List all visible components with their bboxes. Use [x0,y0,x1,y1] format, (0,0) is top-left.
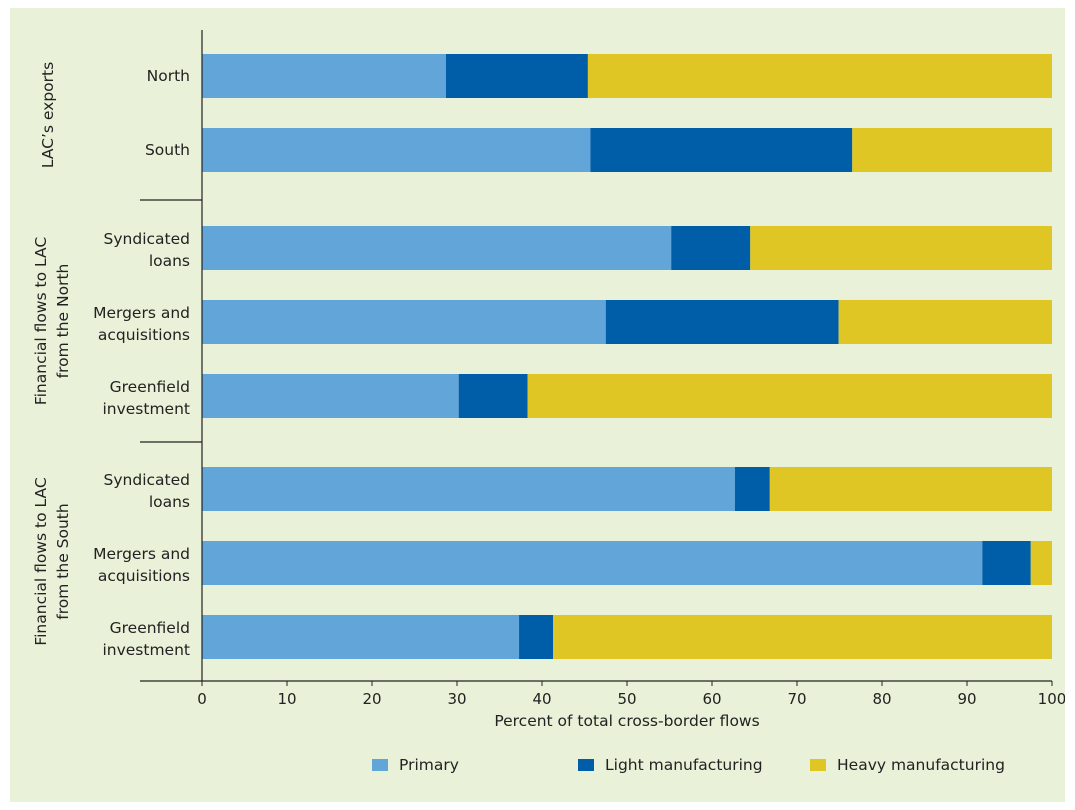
category-label: North [147,67,190,85]
category-label: Greenfield investment [102,619,190,659]
bar-segment [982,541,1031,585]
bar-segment [734,467,770,511]
bar-segment [202,54,446,98]
group-label: LAC’s exports [39,62,57,168]
legend-label: Light manufacturing [605,756,763,774]
bar-segment [202,300,606,344]
bar-segment [519,615,554,659]
category-label: Greenfield investment [102,378,190,418]
bar-segment [202,374,459,418]
bar-segment [553,615,1052,659]
group-label: Financial flows to LAC from the North [32,237,72,405]
bar-segment [202,128,591,172]
x-tick-label: 100 [1038,690,1065,708]
x-tick-label: 50 [617,690,636,708]
bar-segment [838,300,1052,344]
legend-label: Heavy manufacturing [837,756,1005,774]
bar-segment [445,54,588,98]
x-tick-label: 10 [277,690,296,708]
chart-figure: North South Syndicated loans Mergers and acqu… [10,8,1065,802]
category-label: Mergers and acquisitions [93,545,190,585]
x-tick-label: 90 [957,690,976,708]
bar-segment [671,226,751,270]
x-tick-label: 40 [532,690,551,708]
bar-segment [202,541,983,585]
category-label: South [145,141,190,159]
x-tick-label: 60 [702,690,721,708]
bar-segment [458,374,528,418]
bar-segment [202,467,735,511]
bar-segment [590,128,853,172]
bar-segment [587,54,1052,98]
legend-swatch [578,759,594,771]
bar-segment [605,300,839,344]
bar-segment [1030,541,1052,585]
x-axis-title: Percent of total cross-border flows [494,712,759,730]
group-label: Financial flows to LAC from the South [32,477,72,645]
bar-segment [202,615,520,659]
bar-segment [750,226,1052,270]
category-label: Syndicated loans [104,471,190,511]
x-tick-label: 80 [872,690,891,708]
category-label: Mergers and acquisitions [93,304,190,344]
category-label: Syndicated loans [104,230,190,270]
x-tick-label: 70 [787,690,806,708]
stacked-bar-chart: North South Syndicated loans Mergers and acqu… [32,30,1065,774]
bar-segment [202,226,672,270]
x-tick-label: 20 [362,690,381,708]
x-tick-label: 0 [197,690,207,708]
x-tick-label: 30 [447,690,466,708]
bar-segment [769,467,1052,511]
bar-segment [527,374,1052,418]
bar-segment [852,128,1052,172]
legend-swatch [372,759,388,771]
legend-label: Primary [399,756,459,774]
legend-swatch [810,759,826,771]
